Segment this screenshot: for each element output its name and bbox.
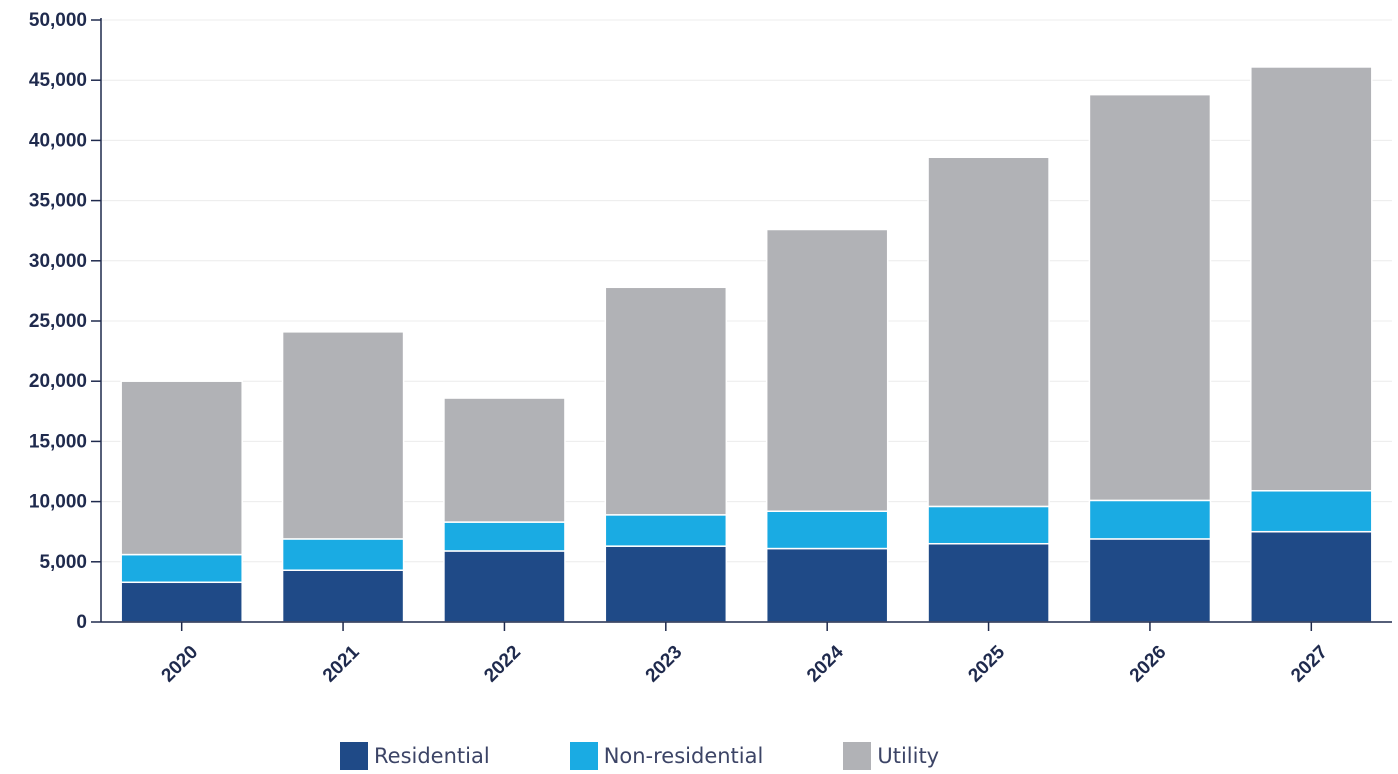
bar-segment-utility-2023 xyxy=(604,286,728,516)
bar-segment-residential-2027 xyxy=(1250,530,1373,623)
bar-segment-non-residential-2026 xyxy=(1088,499,1212,540)
bar-segment-non-residential-2021 xyxy=(281,538,405,571)
bar-segment-non-residential-2025 xyxy=(927,505,1050,545)
y-tick-label: 10,000 xyxy=(29,492,87,513)
legend-label-non-residential: Non-residential xyxy=(603,744,764,768)
bar-segment-residential-2022 xyxy=(443,550,566,623)
x-tick-label: 2021 xyxy=(319,641,364,686)
x-tick-label: 2020 xyxy=(158,642,203,687)
y-tick-label: 20,000 xyxy=(29,371,87,392)
bar-segment-non-residential-2022 xyxy=(443,521,566,552)
bar-segment-utility-2025 xyxy=(927,156,1050,508)
y-tick-label: 35,000 xyxy=(29,191,87,212)
x-tick-label: 2026 xyxy=(1126,642,1171,687)
bar-segment-residential-2024 xyxy=(765,547,889,623)
y-axis-ticks: 0 5,000 10,000 15,000 20,000 25,000 30,000 35,0… xyxy=(29,10,101,633)
bar-segment-non-residential-2020 xyxy=(120,553,243,584)
legend-item-residential: Residential xyxy=(340,742,490,770)
bar-segment-utility-2020 xyxy=(120,380,243,556)
y-tick-label: 30,000 xyxy=(29,251,87,272)
legend-label-residential: Residential xyxy=(374,744,490,768)
bar-segment-non-residential-2027 xyxy=(1250,490,1373,533)
bar-segment-utility-2021 xyxy=(281,331,405,540)
bar-segment-residential-2021 xyxy=(281,569,405,623)
bar-segment-utility-2022 xyxy=(443,397,566,523)
bar-segment-utility-2027 xyxy=(1250,66,1373,492)
legend-item-non-residential: Non-residential xyxy=(569,742,764,770)
bar-segment-residential-2025 xyxy=(927,542,1050,623)
stacked-bar-chart: 0 5,000 10,000 15,000 20,000 25,000 30,000 35,0… xyxy=(29,10,1392,686)
x-axis-ticks: 2020 2021 2022 2023 2024 2025 2026 2027 xyxy=(158,622,1332,686)
legend: Residential Non-residential Utility xyxy=(340,742,939,770)
y-tick-label: 15,000 xyxy=(29,431,87,452)
legend-label-utility: Utility xyxy=(877,744,940,768)
x-tick-label: 2025 xyxy=(964,641,1009,686)
legend-swatch-utility xyxy=(843,742,872,770)
y-tick-label: 5,000 xyxy=(39,552,87,573)
bar-segment-residential-2020 xyxy=(120,581,243,623)
bar-segment-utility-2024 xyxy=(765,228,889,512)
y-tick-label: 45,000 xyxy=(29,70,87,91)
y-tick-label: 50,000 xyxy=(29,10,87,31)
legend-item-utility: Utility xyxy=(843,742,939,770)
bar-segment-non-residential-2023 xyxy=(604,514,728,547)
bar-segment-residential-2023 xyxy=(604,545,728,623)
x-tick-label: 2022 xyxy=(480,642,525,687)
bar-segment-residential-2026 xyxy=(1088,538,1212,623)
bars xyxy=(120,66,1373,623)
bar-segment-non-residential-2024 xyxy=(765,510,889,550)
y-tick-label: 40,000 xyxy=(29,130,87,151)
y-tick-label: 0 xyxy=(76,612,87,633)
axes xyxy=(100,18,1392,623)
x-tick-label: 2024 xyxy=(803,641,848,686)
legend-swatch-residential xyxy=(340,742,368,770)
legend-swatch-non-residential xyxy=(569,742,598,770)
x-tick-label: 2027 xyxy=(1287,642,1332,687)
bar-segment-utility-2026 xyxy=(1088,93,1212,502)
x-tick-label: 2023 xyxy=(642,642,687,687)
y-tick-label: 25,000 xyxy=(29,311,87,332)
